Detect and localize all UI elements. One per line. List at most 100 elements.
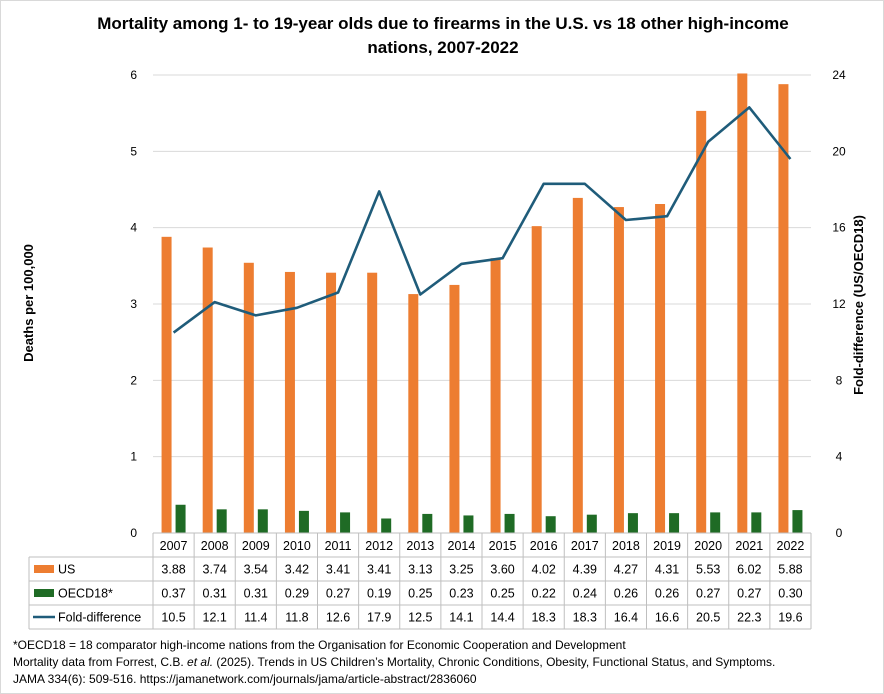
data-label: 10.5 (161, 611, 185, 625)
data-label: 3.42 (285, 563, 309, 577)
footnote-source-italic: et al. (187, 655, 214, 669)
x-tick-label: 2012 (365, 539, 393, 553)
x-tick-label: 2011 (325, 539, 352, 553)
footnote-source: Mortality data from Forrest, C.B. et al.… (13, 654, 775, 670)
bar-oecd18 (340, 512, 351, 533)
data-label: 20.5 (696, 611, 720, 625)
data-label: 3.60 (490, 563, 514, 577)
x-tick-label: 2016 (530, 539, 558, 553)
legend-label: US (58, 563, 75, 577)
bar-us (284, 271, 295, 533)
chart-title-line2: nations, 2007-2022 (367, 38, 518, 57)
data-label: 0.22 (532, 587, 556, 601)
bar-oecd18 (545, 516, 556, 533)
x-tick-label: 2010 (283, 539, 311, 553)
x-tick-label: 2020 (694, 539, 722, 553)
bar-oecd18 (422, 513, 433, 533)
y2-tick-label: 16 (832, 221, 846, 235)
data-label: 0.23 (449, 587, 473, 601)
bar-us (408, 294, 419, 533)
y-tick-label: 5 (130, 144, 137, 158)
bar-oecd18 (463, 515, 474, 533)
data-label: 12.1 (203, 611, 227, 625)
x-tick-label: 2022 (777, 539, 805, 553)
data-label: 6.02 (737, 563, 761, 577)
data-label: 0.27 (737, 587, 761, 601)
y2-tick-label: 20 (832, 144, 846, 158)
legend-key-oecd18 (34, 589, 54, 597)
data-label: 18.3 (532, 611, 556, 625)
data-label: 0.37 (161, 587, 185, 601)
bar-us (737, 73, 748, 534)
bar-oecd18 (710, 512, 721, 533)
bar-oecd18 (175, 504, 186, 533)
chart-title-line1: Mortality among 1- to 19-year olds due t… (97, 14, 788, 33)
data-label: 0.19 (367, 587, 391, 601)
data-label: 5.53 (696, 563, 720, 577)
y2-tick-label: 0 (836, 526, 843, 540)
bar-us (202, 247, 213, 533)
data-label: 12.6 (326, 611, 350, 625)
x-tick-label: 2013 (406, 539, 434, 553)
bar-us (161, 236, 172, 533)
data-label: 3.88 (161, 563, 185, 577)
data-label: 4.02 (532, 563, 556, 577)
fold-difference-line (172, 106, 792, 334)
bar-oecd18 (792, 510, 803, 533)
data-label: 0.25 (490, 587, 514, 601)
grid-layer (153, 74, 811, 534)
y-tick-label: 6 (130, 68, 137, 82)
bar-us (655, 204, 666, 533)
bar-us (243, 262, 254, 533)
data-label: 0.30 (778, 587, 802, 601)
bar-us (778, 84, 789, 533)
data-label: 0.27 (696, 587, 720, 601)
data-label: 19.6 (778, 611, 802, 625)
y-tick-label: 1 (130, 450, 137, 464)
bar-oecd18 (298, 510, 309, 533)
bar-us (531, 226, 542, 533)
y2-axis-title: Fold-difference (US/OECD18) (851, 215, 866, 395)
y-axis-title: Deaths per 100,000 (21, 244, 36, 362)
bar-us (367, 272, 378, 533)
data-label: 0.24 (573, 587, 597, 601)
x-tick-label: 2014 (448, 539, 476, 553)
line-layer (172, 106, 792, 334)
x-tick-label: 2021 (735, 539, 763, 553)
data-label: 12.5 (408, 611, 432, 625)
data-label: 3.41 (326, 563, 350, 577)
data-label: 0.25 (408, 587, 432, 601)
bar-us (490, 258, 501, 533)
bar-oecd18 (586, 514, 597, 533)
y-tick-label: 4 (130, 221, 137, 235)
data-table: 2007 2008 2009 2010 2011 2012 2013 2014 2015 2016… (28, 532, 812, 630)
y2-tick-label: 8 (836, 373, 843, 387)
data-label: 0.31 (203, 587, 227, 601)
bar-oecd18 (504, 513, 515, 533)
x-tick-label: 2007 (160, 539, 188, 553)
data-label: 11.8 (285, 611, 308, 625)
bars-layer (161, 73, 803, 534)
x-tick-label: 2008 (201, 539, 229, 553)
data-label: 11.4 (244, 611, 267, 625)
bar-us (449, 284, 460, 533)
footnote-oecd: *OECD18 = 18 comparator high-income nati… (13, 638, 626, 652)
data-label: 16.4 (614, 611, 638, 625)
footnote-source-suffix: (2025). Trends in US Children’s Mortalit… (213, 655, 776, 669)
y2-tick-label: 24 (832, 68, 846, 82)
data-label: 0.27 (326, 587, 350, 601)
data-label: 3.54 (244, 563, 268, 577)
y-tick-label: 3 (130, 297, 137, 311)
bar-oecd18 (257, 509, 268, 533)
data-label: 3.74 (203, 563, 227, 577)
data-label: 0.26 (614, 587, 638, 601)
data-label: 4.39 (573, 563, 597, 577)
data-label: 14.1 (449, 611, 473, 625)
data-label: 18.3 (573, 611, 597, 625)
x-tick-label: 2018 (612, 539, 640, 553)
bar-us (613, 207, 624, 533)
bar-oecd18 (627, 513, 638, 533)
data-label: 4.27 (614, 563, 638, 577)
